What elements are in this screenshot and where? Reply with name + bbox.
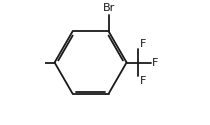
- Text: F: F: [140, 39, 147, 49]
- Text: F: F: [152, 58, 159, 68]
- Text: Br: Br: [102, 3, 115, 13]
- Text: F: F: [140, 76, 147, 86]
